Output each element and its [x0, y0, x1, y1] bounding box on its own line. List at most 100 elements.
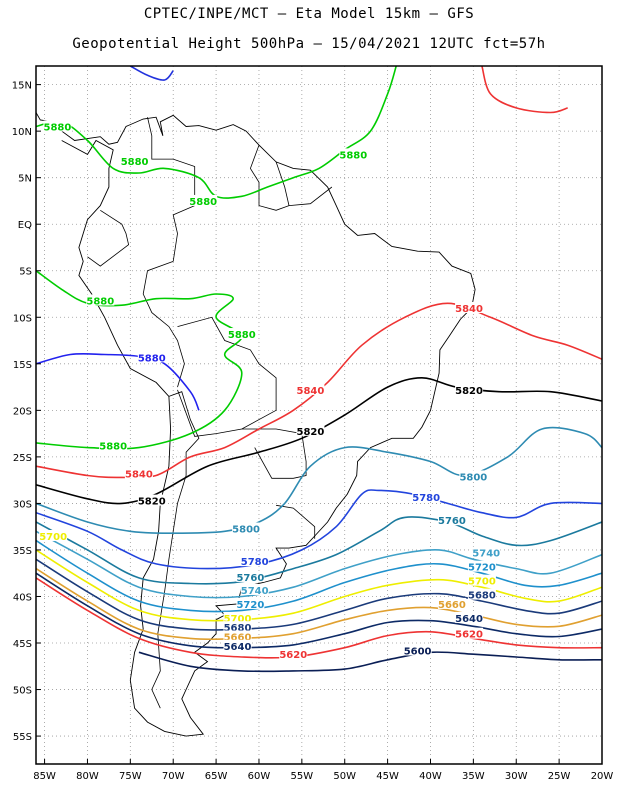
contour-label-background	[472, 546, 501, 558]
contour-label: 5780	[241, 557, 269, 568]
contour-label: 5880	[189, 197, 217, 208]
lon-tick-label: 80W	[76, 771, 99, 782]
contour-line-5720	[36, 539, 602, 613]
contour-label: 5720	[468, 563, 496, 574]
contour-label: 5740	[241, 586, 269, 597]
lat-tick-label: EQ	[18, 220, 32, 231]
contour-label-background	[455, 611, 484, 623]
lat-tick-label: 35S	[13, 546, 32, 557]
contour-label-layer: 5880 5880 5880 5880 5880 5880 5880 5880 5840 5840…	[39, 120, 501, 661]
contour-label-background	[223, 621, 252, 633]
lat-tick-label: 30S	[13, 499, 32, 510]
lon-tick-label: 50W	[333, 771, 356, 782]
contour-label: 5660	[224, 632, 252, 643]
contour-label: 5640	[224, 642, 252, 653]
longitude-tick-labels: 85W 80W 75W 70W 65W 60W 55W 50W 45W 40W 35W 30W 25W 2…	[33, 759, 613, 782]
contour-label: 5700	[224, 614, 252, 625]
contour-line-5620	[36, 577, 602, 659]
contour-label-background	[455, 301, 484, 313]
contour-line-5880	[36, 66, 397, 199]
contour-label: 5760	[438, 516, 466, 527]
chart-title-line-1: CPTEC/INPE/MCT – Eta Model 15km – GFS	[143, 6, 475, 22]
contour-label-background	[124, 467, 153, 479]
contour-label-background	[39, 529, 68, 541]
contour-label: 5820	[297, 427, 325, 438]
lat-tick-label: 45S	[13, 639, 32, 650]
country-border	[147, 117, 196, 262]
contour-label: 5740	[472, 549, 500, 560]
contour-label: 5880	[44, 122, 72, 133]
contour-label: 5800	[459, 472, 487, 483]
contour-label-background	[437, 514, 466, 526]
contour-line-5880	[36, 270, 243, 450]
contour-label-background	[240, 555, 269, 567]
contour-line-5640	[36, 572, 602, 649]
contour-label: 5880	[339, 150, 367, 161]
contour-label-background	[137, 494, 166, 506]
country-border	[275, 161, 290, 206]
contour-label-background	[455, 627, 484, 639]
contour-label-background	[232, 522, 261, 534]
contour-label: 5680	[468, 591, 496, 602]
contour-line-5800	[36, 426, 602, 534]
contour-label-background	[339, 148, 368, 160]
lon-tick-label: 75W	[119, 771, 142, 782]
contour-label: 5880	[99, 442, 127, 453]
lat-tick-label: 5S	[19, 267, 32, 278]
contour-label-background	[189, 194, 218, 206]
contour-label: 5660	[438, 600, 466, 611]
contour-label: 5760	[236, 573, 264, 584]
contour-label-background	[455, 383, 484, 395]
lon-tick-label: 85W	[33, 771, 56, 782]
lon-tick-label: 70W	[162, 771, 185, 782]
lat-tick-label: 15S	[13, 360, 32, 371]
contour-label-background	[43, 120, 72, 132]
contour-label: 5720	[236, 600, 264, 611]
chart-title-line-2: Geopotential Height 500hPa – 15/04/2021 …	[72, 36, 546, 52]
lon-tick-label: 35W	[462, 771, 485, 782]
lat-tick-label: 25S	[13, 453, 32, 464]
contour-label-background	[459, 470, 488, 482]
contour-line-5740	[36, 530, 602, 599]
contour-label: 5700	[468, 577, 496, 588]
contour-line-5840	[481, 66, 568, 114]
contour-label-background	[223, 611, 252, 623]
contour-label-background	[467, 588, 496, 600]
lat-tick-label: 15N	[12, 81, 32, 92]
contour-label-background	[99, 439, 128, 451]
contour-label: 5620	[279, 650, 307, 661]
contour-label: 5680	[224, 623, 252, 634]
country-border	[241, 428, 307, 479]
lat-tick-label: 5N	[18, 174, 32, 185]
contour-label-background	[236, 570, 265, 582]
contour-line-5700	[36, 549, 602, 622]
contour-line-5680	[36, 558, 602, 631]
contour-label-background	[467, 560, 496, 572]
contour-layer	[36, 66, 602, 673]
contour-label: 5820	[455, 386, 483, 397]
country-border	[142, 261, 185, 388]
lat-tick-label: 20S	[13, 406, 32, 417]
country-border	[276, 504, 316, 539]
lat-tick-label: 10S	[13, 313, 32, 324]
lon-tick-label: 45W	[376, 771, 399, 782]
contour-label-background	[279, 648, 308, 660]
lat-tick-label: 55S	[13, 732, 32, 743]
lon-tick-label: 40W	[419, 771, 442, 782]
lat-tick-label: 50S	[13, 686, 32, 697]
contour-label-background	[403, 644, 432, 656]
contour-label: 5780	[412, 493, 440, 504]
coastline	[36, 112, 476, 737]
contour-label: 5880	[228, 330, 256, 341]
geography-layer	[36, 112, 476, 737]
contour-label: 5880	[121, 157, 149, 168]
contour-line-5780	[36, 489, 602, 570]
contour-label-background	[227, 328, 256, 340]
lon-tick-label: 55W	[291, 771, 314, 782]
country-border	[249, 144, 333, 211]
map-frame-border	[35, 65, 603, 765]
contour-label-background	[137, 351, 166, 363]
contour-label: 5840	[297, 386, 325, 397]
contour-label-background	[467, 574, 496, 586]
